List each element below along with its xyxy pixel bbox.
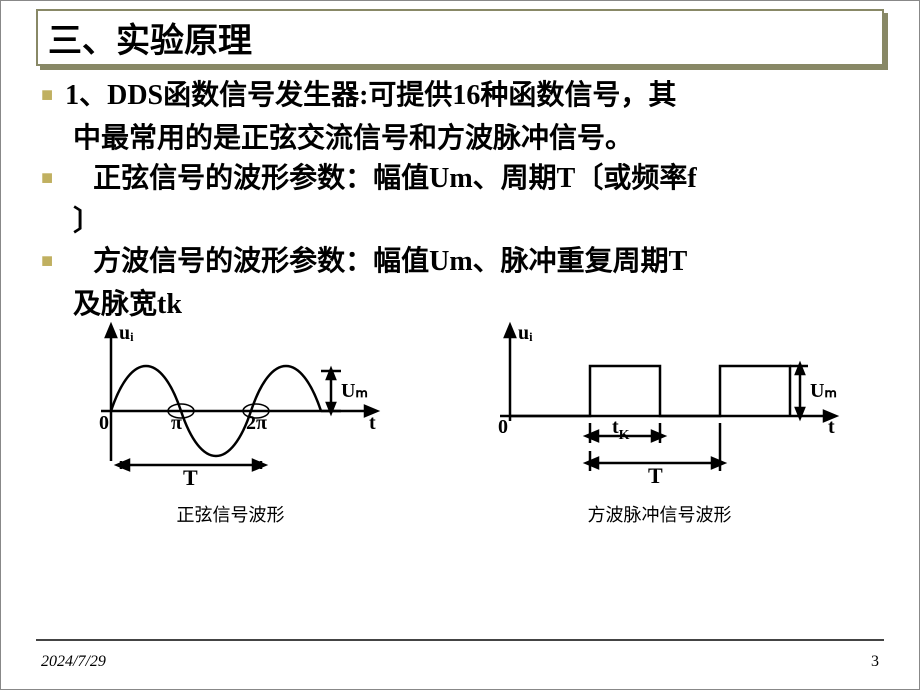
bullet-text: 方波信号的波形参数：幅值Um、脉冲重复周期T — [65, 242, 687, 283]
bullet-icon: ■ — [41, 167, 53, 190]
bullet-item: ■ 1、DDS函数信号发生器:可提供16种函数信号，其 — [41, 76, 879, 117]
content-area: ■ 1、DDS函数信号发生器:可提供16种函数信号，其 中最常用的是正弦交流信号… — [1, 66, 919, 326]
bullet-item: ■ 正弦信号的波形参数：幅值Um、周期T〔或频率f — [41, 159, 879, 200]
square-caption: 方波脉冲信号波形 — [460, 501, 860, 527]
um-label: Uₘ — [341, 380, 368, 402]
x-axis-label: t — [369, 412, 376, 434]
footer-divider — [36, 639, 884, 641]
sine-wave-diagram: uᵢ 0 π 2π t Uₘ T — [61, 311, 401, 491]
footer: 2024/7/29 3 — [1, 653, 919, 671]
footer-page: 3 — [871, 653, 879, 671]
slide-title: 三、实验原理 — [48, 22, 252, 60]
um-label: Uₘ — [810, 380, 837, 402]
pi-tick: π — [171, 412, 182, 434]
bullet-text: 1、DDS函数信号发生器:可提供16种函数信号，其 — [65, 76, 676, 117]
tk-label: tK — [612, 416, 630, 443]
square-wave-diagram: uᵢ 0 t Uₘ tK T — [460, 311, 860, 491]
bullet-icon: ■ — [41, 250, 53, 273]
origin-label: 0 — [99, 412, 109, 434]
2pi-tick: 2π — [246, 412, 267, 434]
origin-label: 0 — [498, 416, 508, 438]
sine-diagram-block: uᵢ 0 π 2π t Uₘ T 正弦信号波形 — [61, 311, 401, 527]
bullet-item: ■ 方波信号的波形参数：幅值Um、脉冲重复周期T — [41, 242, 879, 283]
bullet-icon: ■ — [41, 84, 53, 107]
bullet-cont: 中最常用的是正弦交流信号和方波脉冲信号。 — [73, 119, 879, 160]
footer-date: 2024/7/29 — [41, 653, 106, 671]
sine-caption: 正弦信号波形 — [61, 501, 401, 527]
square-diagram-block: uᵢ 0 t Uₘ tK T 方波脉冲信号波形 — [460, 311, 860, 527]
period-label: T — [648, 463, 663, 488]
title-box: 三、实验原理 — [36, 9, 884, 66]
y-axis-label: uᵢ — [518, 322, 533, 344]
x-axis-label: t — [828, 416, 835, 438]
bullet-text: 正弦信号的波形参数：幅值Um、周期T〔或频率f — [65, 159, 697, 200]
y-axis-label: uᵢ — [119, 322, 134, 344]
period-label: T — [183, 465, 198, 490]
diagram-row: uᵢ 0 π 2π t Uₘ T 正弦信号波形 — [1, 311, 919, 527]
bullet-cont: 〕 — [73, 202, 879, 243]
